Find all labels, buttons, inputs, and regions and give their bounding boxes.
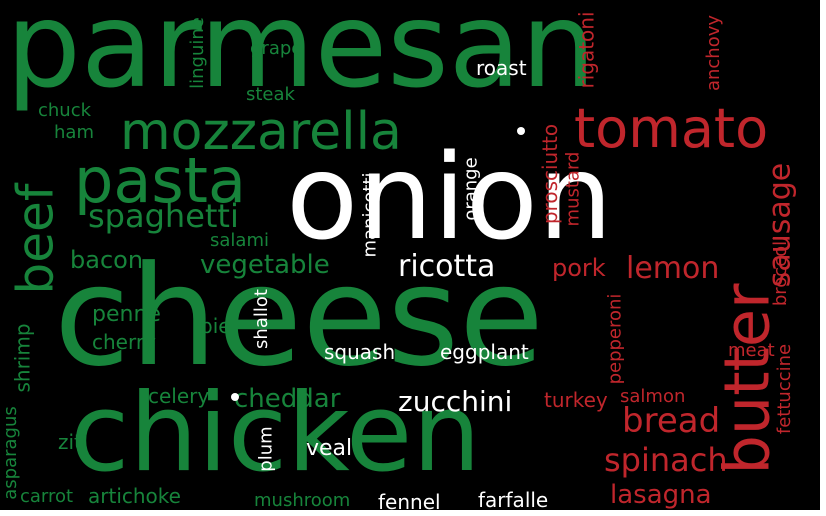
word-prosciutto: prosciutto [538, 123, 563, 225]
word-plum: plum [255, 426, 277, 472]
word-salami: salami [210, 230, 269, 251]
word-bread: bread [622, 401, 721, 441]
word-bacon: bacon [70, 246, 144, 274]
word-eggplant: eggplant [440, 340, 529, 364]
word-vegetable: vegetable [200, 250, 330, 280]
word-anchovy: anchovy [703, 14, 725, 92]
word-pepperoni: pepperoni [604, 293, 626, 385]
word-lemon: lemon [626, 251, 720, 286]
word-lasagna: lasagna [610, 480, 712, 510]
word-chuck: chuck [38, 100, 92, 121]
word-mustard: mustard [562, 151, 584, 227]
word-carrot: carrot [20, 486, 74, 507]
word-celery: celery [148, 384, 210, 408]
word-artichoke: artichoke [88, 484, 181, 508]
word-shallot: shallot [250, 289, 272, 349]
word-veal: veal [306, 436, 353, 461]
word-meat: meat [728, 340, 775, 361]
word-salmon: salmon [620, 386, 686, 407]
word-orange: orange [460, 157, 482, 221]
word-ziti: ziti [58, 430, 88, 454]
word-pie: pie [200, 314, 231, 338]
word-onion: onion [286, 128, 613, 266]
word-parmesan: parmesan [6, 0, 596, 114]
word-cheddar: cheddar [234, 384, 341, 414]
word-turkey: turkey [544, 388, 608, 412]
word-roast: roast [476, 56, 527, 80]
word-steak: steak [246, 84, 295, 105]
word-penne: penne [92, 302, 161, 327]
word-spinach: spinach [604, 441, 728, 479]
word-mushroom: mushroom [254, 490, 351, 510]
word-cheese: cheese [54, 236, 544, 397]
word-fettuccine: fettuccine [774, 343, 796, 435]
word-grape: grape [250, 38, 303, 59]
word-squash: squash [324, 340, 396, 364]
word-ham: ham [54, 122, 94, 143]
dot-mark [231, 393, 239, 401]
word-tomato: tomato [574, 97, 769, 160]
word-asparagus: asparagus [0, 406, 21, 500]
word-spaghetti: spaghetti [88, 197, 239, 235]
word-shrimp: shrimp [10, 323, 35, 393]
word-broccoli: broccoli [770, 235, 792, 307]
dot-mark [517, 127, 525, 135]
word-beef: beef [6, 183, 65, 295]
word-zucchini: zucchini [398, 385, 513, 418]
word-cherry: cherry [92, 330, 156, 354]
word-pasta: pasta [74, 144, 246, 217]
word-mozzarella: mozzarella [120, 102, 402, 162]
word-linguine: linguine [186, 17, 208, 89]
word-manicotti: manicotti [359, 172, 381, 258]
word-farfalle: farfalle [478, 488, 549, 510]
word-fennel: fennel [378, 490, 441, 510]
word-chicken: chicken [70, 371, 481, 496]
word-pork: pork [552, 254, 606, 282]
word-ricotta: ricotta [398, 249, 496, 284]
word-rigatoni: rigatoni [574, 11, 599, 89]
